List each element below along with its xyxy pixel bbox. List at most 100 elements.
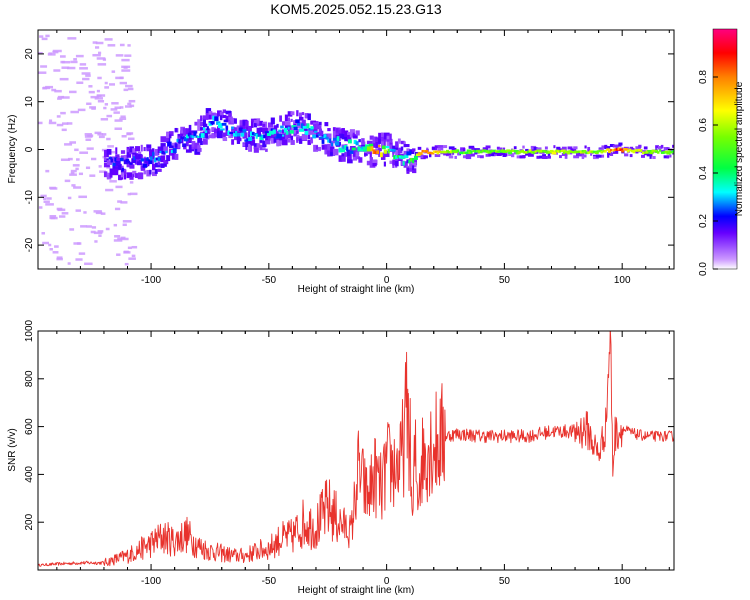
spectrogram-band-cell [279, 139, 283, 145]
spectrogram-band-cell [341, 153, 347, 157]
spectrogram-band-cell [618, 142, 623, 146]
spectrogram-speckle [71, 184, 76, 187]
spectrogram-band-cell [259, 127, 265, 133]
spectrogram-band-cell [290, 111, 295, 116]
spectrogram-band-cell [666, 155, 670, 159]
spectrogram-band-cell [347, 134, 352, 142]
spectrogram-ridge-cell [623, 147, 627, 151]
spectrogram-ridge-cell [415, 153, 421, 156]
spectrogram-band-cell [177, 143, 181, 149]
spectrogram-band-cell [248, 125, 252, 133]
spectrogram-speckle [121, 58, 130, 62]
spectrogram-band-cell [378, 147, 382, 152]
spectrogram-speckle [76, 81, 84, 85]
spectrogram-ridge-cell [217, 123, 223, 129]
spectrogram-band-cell [318, 130, 324, 136]
snr-plot-area [38, 331, 674, 570]
spectrogram-band-cell [344, 130, 349, 137]
spectrogram-band-cell [375, 143, 379, 149]
spectrogram-band-cell [290, 140, 295, 145]
spectrogram-band-cell [109, 156, 116, 161]
spectrogram-band-cell [154, 162, 161, 168]
spectrogram-band-cell [157, 158, 160, 166]
spectrogram-band-cell [228, 133, 234, 139]
spectrogram-speckle [84, 133, 92, 136]
spectrogram-band-cell [239, 129, 243, 134]
spectrogram-ridge-cell [187, 132, 191, 137]
spectrogram-ridge-cell [246, 138, 250, 142]
spectrogram-band-cell [250, 139, 256, 146]
spectrogram-band-cell [284, 132, 289, 140]
spectrogram-ridge-cell [332, 137, 338, 141]
spectrogram-speckle [61, 66, 70, 69]
spectrogram-band-cell [318, 125, 322, 133]
spectrogram-ridge-cell [334, 141, 340, 146]
spectrogram-ridge-cell [125, 158, 130, 163]
spectrogram-ridge-cell [395, 155, 399, 159]
spectrogram-band-cell [132, 174, 135, 178]
spectrogram-speckle [86, 225, 92, 228]
spectrogram-ridge-cell [231, 126, 234, 130]
spectrogram-speckle [123, 251, 131, 254]
spectrogram-band-cell [135, 173, 139, 178]
spectrogram-speckle [85, 74, 91, 77]
spectrogram-speckle [97, 230, 104, 233]
spectrogram-ridge-cell [165, 150, 168, 154]
spectrogram-ridge-cell [291, 125, 297, 128]
spectrogram-speckle [38, 71, 47, 74]
spectrogram-ridge-cell [608, 150, 611, 154]
spectrogram-band-cell [657, 145, 663, 149]
spectrogram-band-cell [338, 132, 344, 139]
spectrogram-band-cell [160, 155, 166, 163]
spectrogram-band-cell [248, 133, 251, 140]
spectrogram-marks [38, 34, 674, 266]
spectrogram-ridge-cell [632, 150, 636, 154]
spectrogram-band-cell [197, 145, 201, 149]
colorbar-tick-label: 0.0 [698, 262, 709, 276]
spectrogram-band-cell [174, 127, 178, 132]
spectrogram-band-cell [522, 155, 526, 159]
spectrogram-band-cell [327, 128, 331, 132]
spectrogram-ridge-cell [421, 149, 424, 153]
spectrogram-band-cell [253, 119, 260, 124]
spectrogram-speckle [113, 239, 123, 242]
spectrogram-ridge-cell [118, 164, 122, 170]
spectrogram-ridge-cell [372, 149, 376, 155]
spectrogram-x-tick-label: 0 [384, 275, 390, 286]
spectrogram-speckle [41, 37, 48, 41]
spectrogram-band-cell [120, 165, 124, 169]
spectrogram-ridge-cell [317, 133, 320, 136]
spectrogram-band-cell [666, 147, 670, 151]
spectrogram-speckle [38, 206, 43, 209]
spectrogram-band-cell [397, 151, 401, 157]
spectrogram-band-cell [282, 129, 285, 134]
spectrogram-ridge-cell [557, 150, 561, 153]
spectrogram-band-cell [214, 128, 218, 135]
spectrogram-speckle [79, 151, 89, 154]
spectrogram-band-cell [236, 125, 241, 132]
spectrogram-ridge-cell [272, 129, 276, 134]
spectrogram-speckle [49, 186, 56, 190]
spectrogram-band-cell [352, 147, 359, 154]
spectrogram-ridge-cell [306, 123, 310, 129]
spectrogram-band-cell [491, 153, 496, 157]
spectrogram-band-cell [126, 163, 130, 168]
spectrogram-speckle [73, 186, 82, 189]
spectrogram-ridge-cell [355, 141, 359, 146]
spectrogram-band-cell [202, 123, 208, 127]
spectrogram-band-cell [231, 117, 235, 124]
spectrogram-band-cell [539, 155, 544, 159]
spectrogram-band-cell [341, 155, 346, 162]
spectrogram-band-cell [160, 136, 167, 143]
spectrogram-ridge-cell [647, 149, 653, 153]
spectrogram-ridge-cell [298, 128, 304, 132]
colorbar-ticks: 0.0 0.2 0.4 0.6 0.8 [698, 70, 718, 276]
spectrogram-band-cell [137, 154, 143, 159]
spectrogram-speckle [45, 85, 54, 89]
spectrogram-speckle [106, 166, 111, 169]
spectrogram-speckle [45, 169, 50, 173]
spectrogram-band-cell [344, 151, 348, 157]
colorbar: 0.0 0.2 0.4 0.6 0.8 Normalized spectral ampl… [698, 28, 745, 276]
spectrogram-band-cell [352, 134, 358, 139]
